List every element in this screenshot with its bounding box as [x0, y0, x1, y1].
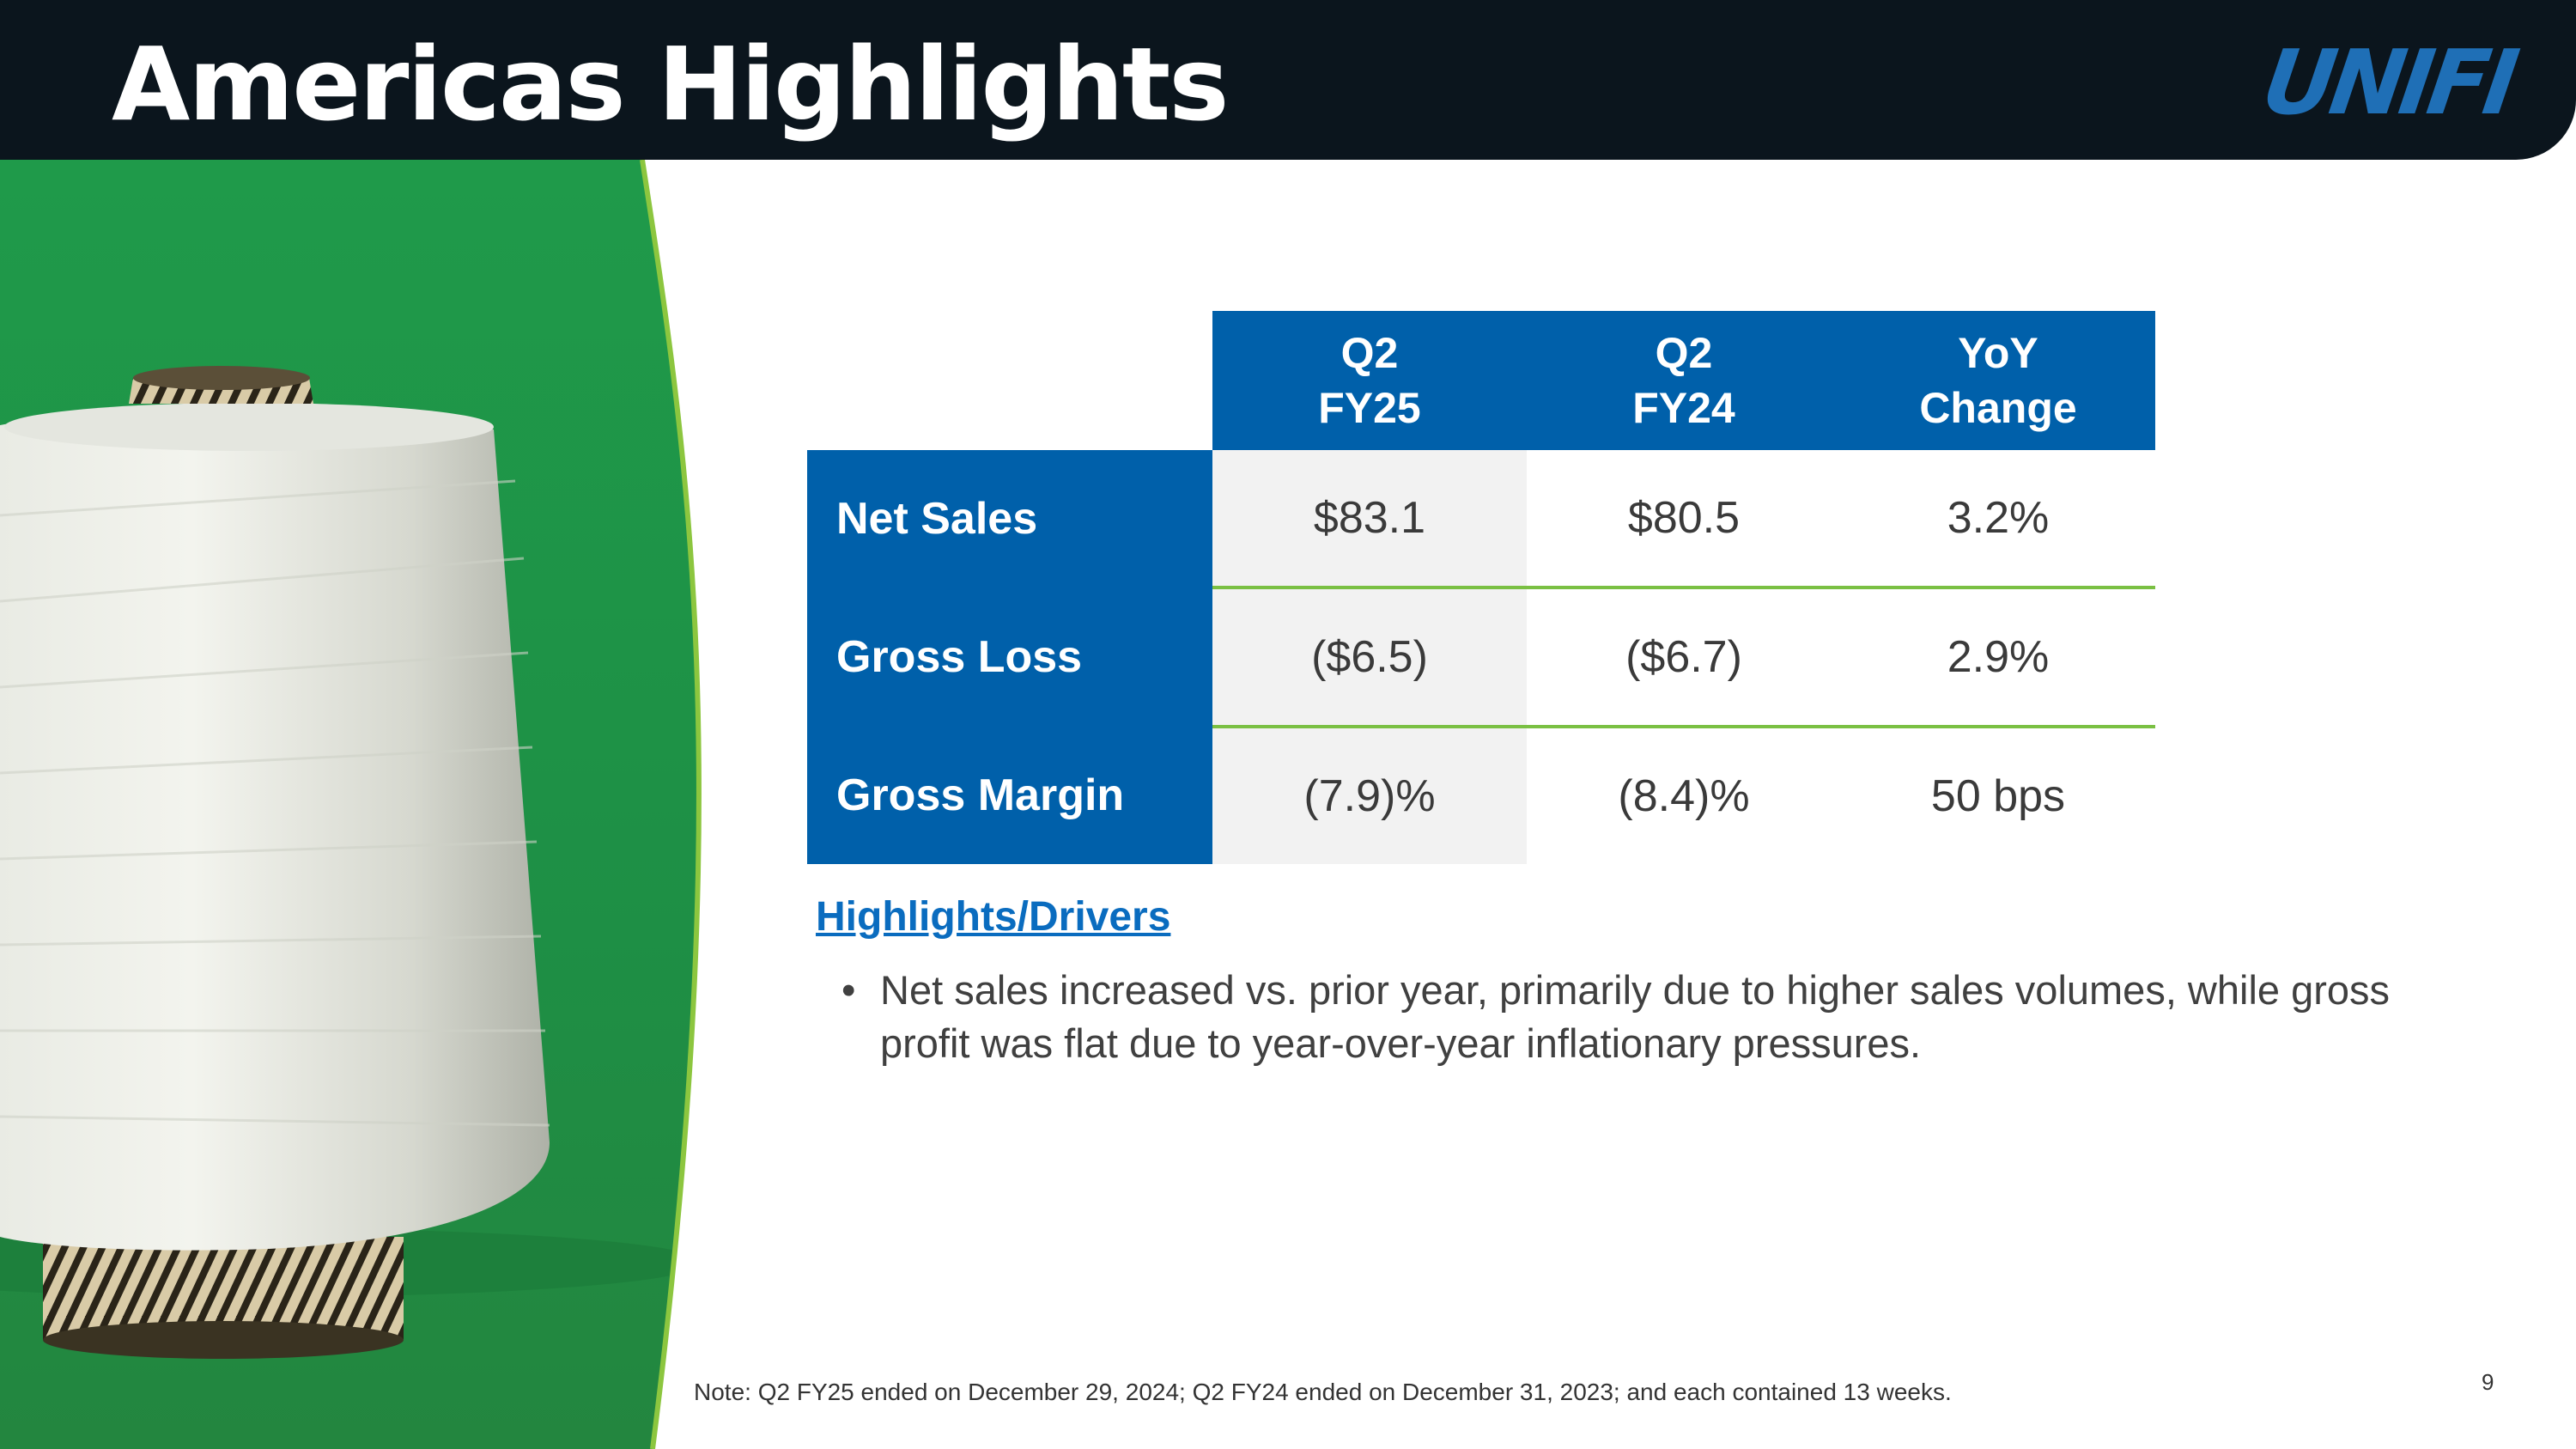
table-header-row: Q2 FY25 Q2 FY24 YoY Change [807, 311, 2155, 450]
table-cell: (7.9)% [1212, 727, 1527, 864]
row-label-net-sales: Net Sales [807, 450, 1212, 588]
row-label-gross-loss: Gross Loss [807, 588, 1212, 727]
unifi-logo: UNIFI [2267, 34, 2524, 129]
highlights-list: Net sales increased vs. prior year, prim… [841, 964, 2404, 1070]
table-row: Net Sales $83.1 $80.5 3.2% [807, 450, 2155, 589]
highlights-heading: Highlights/Drivers [816, 894, 1171, 940]
page-title: Americas Highlights [112, 25, 1230, 143]
table-cell: 2.9% [1841, 588, 2155, 728]
table-cell: $83.1 [1212, 450, 1527, 589]
financial-table: Q2 FY25 Q2 FY24 YoY Change Net Sales $83.1 … [807, 311, 2155, 864]
table-row: Gross Margin (7.9)% (8.4)% 50 bps [807, 727, 2155, 864]
table-cell: $80.5 [1527, 450, 1841, 589]
column-header-q2-fy24: Q2 FY24 [1527, 311, 1841, 450]
table-cell: ($6.7) [1527, 588, 1841, 728]
footnote: Note: Q2 FY25 ended on December 29, 2024… [694, 1379, 1952, 1405]
table-cell: (8.4)% [1618, 771, 1750, 821]
list-item: Net sales increased vs. prior year, prim… [841, 964, 2404, 1070]
column-header-q2-fy25: Q2 FY25 [1212, 311, 1527, 450]
table-cell: ($6.5) [1212, 588, 1527, 728]
table-cell: 3.2% [1841, 450, 2155, 589]
header-bar: Americas Highlights UNIFI [0, 0, 2576, 160]
table-row: Gross Loss ($6.5) ($6.7) 2.9% [807, 588, 2155, 728]
page-number: 9 [2482, 1369, 2494, 1395]
table-corner [807, 311, 1212, 450]
table-cell: 50 bps [1930, 771, 2066, 821]
svg-text:UNIFI: UNIFI [2267, 34, 2524, 129]
column-header-yoy-change: YoY Change [1841, 311, 2155, 450]
row-label-gross-margin: Gross Margin [807, 727, 1212, 864]
